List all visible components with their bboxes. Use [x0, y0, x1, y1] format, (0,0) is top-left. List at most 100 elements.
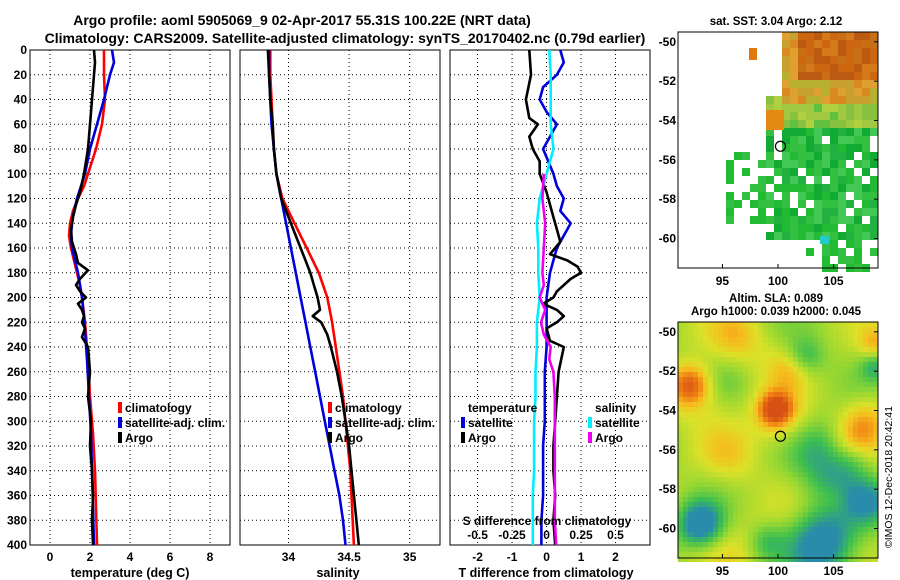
sla-cell — [748, 397, 753, 402]
sst-cell — [806, 88, 814, 96]
sla-cell — [803, 472, 808, 477]
sla-cell — [793, 377, 798, 382]
sla-cell — [853, 552, 858, 557]
sla-cell — [863, 322, 868, 327]
sla-cell — [833, 537, 838, 542]
sla-cell — [733, 552, 738, 557]
sla-cell — [838, 452, 843, 457]
sst-cell — [854, 88, 862, 96]
sla-cell — [798, 327, 803, 332]
sst-cell — [790, 40, 798, 48]
sst-cell — [798, 112, 806, 120]
sla-cell — [683, 557, 688, 562]
sla-cell — [818, 377, 823, 382]
sla-cell — [738, 507, 743, 512]
sla-cell — [853, 392, 858, 397]
sla-cell — [753, 522, 758, 527]
sla-cell — [773, 322, 778, 327]
sst-cell — [862, 128, 870, 136]
sla-cell — [803, 422, 808, 427]
sst-cell — [822, 56, 830, 64]
sla-cell — [723, 542, 728, 547]
sla-cell — [823, 397, 828, 402]
sla-cell — [748, 487, 753, 492]
sla-cell — [768, 467, 773, 472]
sla-cell — [723, 327, 728, 332]
sla-cell — [728, 467, 733, 472]
sst-cell — [854, 256, 862, 264]
sla-cell — [873, 552, 878, 557]
sla-cell — [873, 372, 878, 377]
sla-cell — [793, 517, 798, 522]
sst-cell — [846, 88, 854, 96]
sla-cell — [793, 497, 798, 502]
sla-cell — [718, 502, 723, 507]
sla-cell — [778, 337, 783, 342]
sla-cell — [693, 357, 698, 362]
sla-cell — [868, 542, 873, 547]
sla-cell — [688, 352, 693, 357]
sla-cell — [723, 552, 728, 557]
sla-cell — [693, 407, 698, 412]
sla-cell — [768, 542, 773, 547]
sla-cell — [743, 497, 748, 502]
sst-cell — [838, 112, 846, 120]
sla-cell — [838, 382, 843, 387]
sla-cell — [768, 457, 773, 462]
sla-cell — [843, 432, 848, 437]
sla-cell — [678, 502, 683, 507]
sst-cell — [830, 152, 838, 160]
sla-cell — [718, 387, 723, 392]
sla-cell — [828, 547, 833, 552]
sst-cell — [830, 56, 838, 64]
s-diff-tick-label: 0 — [543, 528, 550, 542]
sst-cell — [854, 56, 862, 64]
sla-cell — [813, 447, 818, 452]
sla-cell — [833, 447, 838, 452]
sla-cell — [773, 427, 778, 432]
sla-cell — [798, 322, 803, 327]
legend-label-s-argo: Argo — [595, 431, 623, 445]
sla-cell — [718, 342, 723, 347]
sla-cell — [863, 332, 868, 337]
sla-cell — [868, 532, 873, 537]
sla-cell — [763, 452, 768, 457]
sla-cell — [763, 467, 768, 472]
sla-cell — [823, 347, 828, 352]
sla-cell — [828, 527, 833, 532]
x-tick-label: 8 — [207, 550, 214, 564]
sla-cell — [693, 362, 698, 367]
sla-cell — [833, 432, 838, 437]
sla-cell — [778, 347, 783, 352]
depth-tick-label: 400 — [7, 538, 27, 552]
sla-cell — [753, 362, 758, 367]
sla-cell — [683, 482, 688, 487]
sst-cell — [814, 48, 822, 56]
sla-cell — [683, 387, 688, 392]
sla-cell — [743, 547, 748, 552]
sst-cell — [750, 216, 758, 224]
sst-cell — [774, 184, 782, 192]
sla-cell — [823, 387, 828, 392]
sla-cell — [783, 417, 788, 422]
sla-cell — [848, 347, 853, 352]
sst-cell — [782, 144, 790, 152]
sla-cell — [858, 477, 863, 482]
sla-cell — [783, 352, 788, 357]
sla-cell — [788, 477, 793, 482]
sla-cell — [763, 547, 768, 552]
s-diff-tick-label: 0.5 — [607, 528, 624, 542]
sst-cell — [854, 136, 862, 144]
sla-cell — [703, 557, 708, 562]
sst-cell — [758, 176, 766, 184]
sla-cell — [818, 537, 823, 542]
sla-cell — [818, 352, 823, 357]
sla-cell — [678, 392, 683, 397]
sla-cell — [703, 462, 708, 467]
sla-cell — [733, 492, 738, 497]
sla-cell — [803, 512, 808, 517]
sla-cell — [788, 367, 793, 372]
sla-cell — [783, 472, 788, 477]
sla-cell — [828, 482, 833, 487]
sla-cell — [823, 367, 828, 372]
